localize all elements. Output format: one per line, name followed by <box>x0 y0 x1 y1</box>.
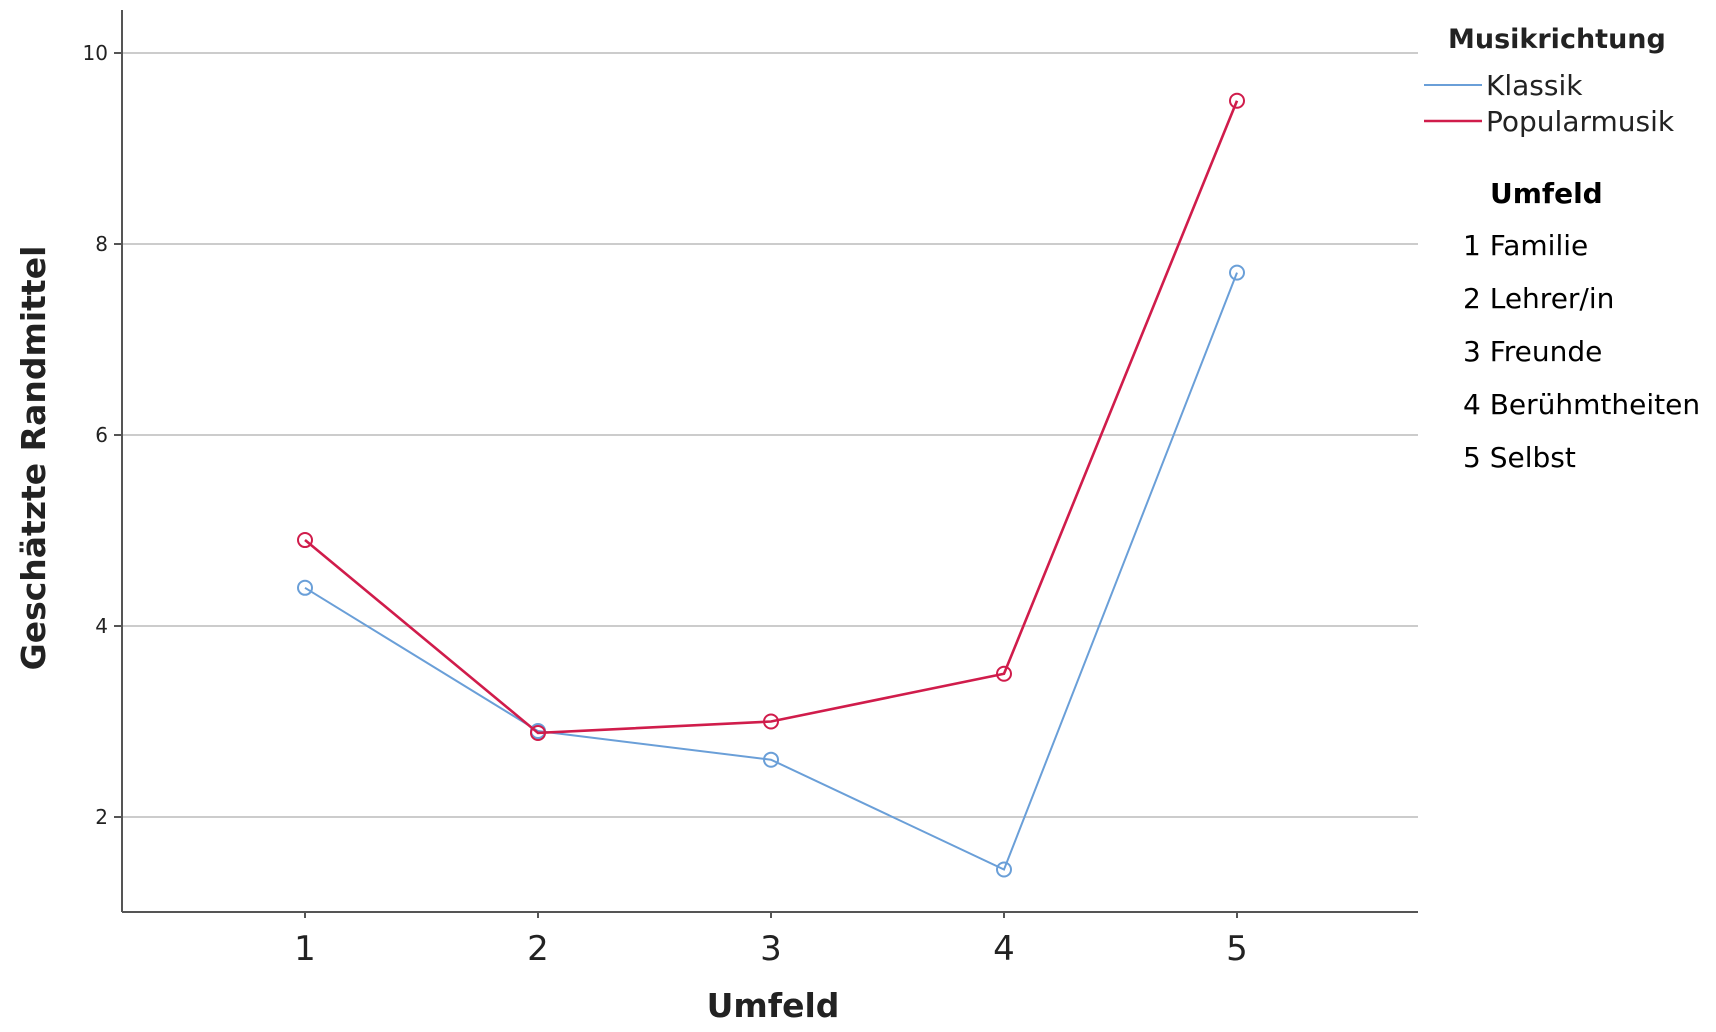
gridlines <box>122 52 1418 818</box>
y-tick-label: 6 <box>95 423 108 447</box>
y-axis-title: Geschätzte Randmittel <box>14 246 53 671</box>
y-axis-ticks: 2 4 6 8 10 <box>83 41 122 829</box>
series-layer <box>297 92 1245 878</box>
x-tick-label: 4 <box>993 929 1015 969</box>
x-axis-title: Umfeld <box>707 986 840 1025</box>
y-tick-label: 4 <box>95 614 108 638</box>
y-tick-label: 2 <box>95 805 108 829</box>
umfeld-key: Umfeld 1 Familie 2 Lehrer/in 3 Freunde 4 Be… <box>1463 177 1700 474</box>
umfeld-key-item: 5 Selbst <box>1463 441 1576 474</box>
x-tick-label: 5 <box>1226 929 1248 969</box>
umfeld-key-item: 1 Familie <box>1463 229 1588 262</box>
x-tick-label: 1 <box>294 929 316 969</box>
data-point-popularmusik <box>297 532 313 549</box>
y-tick-label: 10 <box>83 41 108 65</box>
legend-title: Musikrichtung <box>1448 24 1666 55</box>
umfeld-key-item: 4 Berühmtheiten <box>1463 388 1700 421</box>
legend-label: Klassik <box>1486 69 1583 102</box>
series-line-klassik <box>304 272 1238 871</box>
umfeld-key-item: 2 Lehrer/in <box>1463 282 1614 315</box>
series-line-popularmusik <box>304 100 1239 735</box>
data-point-klassik <box>1229 264 1245 281</box>
data-point-klassik <box>297 579 313 596</box>
legend-label: Popularmusik <box>1486 105 1675 138</box>
x-tick-label: 2 <box>527 929 549 969</box>
x-axis-ticks: 1 2 3 4 5 <box>294 912 1248 969</box>
data-point-popularmusik <box>996 665 1012 682</box>
x-tick-label: 3 <box>760 929 782 969</box>
umfeld-key-item: 3 Freunde <box>1463 335 1602 368</box>
data-point-popularmusik <box>763 713 779 730</box>
data-point-popularmusik <box>530 724 546 741</box>
y-tick-label: 8 <box>95 232 108 256</box>
data-point-klassik <box>763 751 779 768</box>
data-point-popularmusik <box>1229 92 1245 109</box>
umfeld-key-title: Umfeld <box>1490 177 1603 210</box>
data-point-klassik <box>996 861 1012 878</box>
